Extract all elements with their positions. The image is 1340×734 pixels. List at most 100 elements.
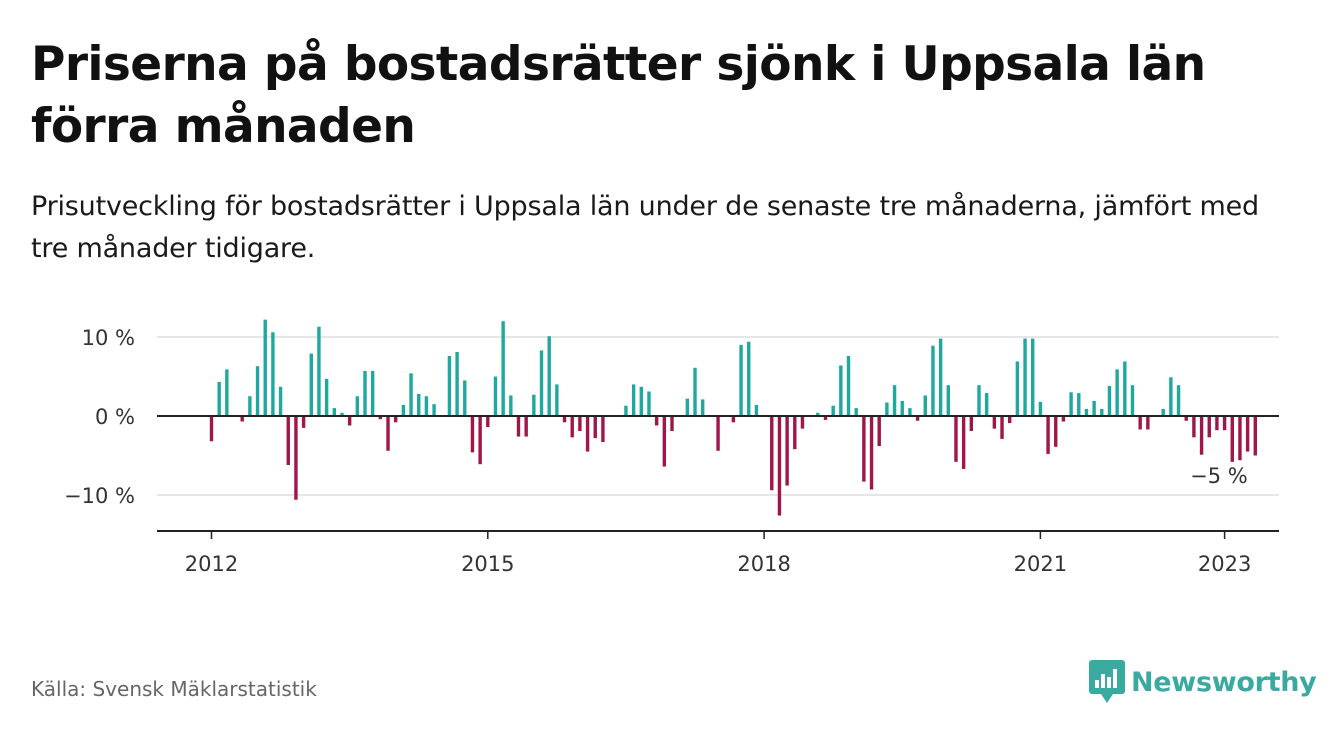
bar <box>539 350 544 416</box>
bar <box>417 393 421 416</box>
bar <box>501 321 505 416</box>
bar <box>585 416 590 452</box>
bar <box>800 416 805 429</box>
bar <box>1115 369 1119 416</box>
bar <box>639 386 643 416</box>
bar <box>839 365 843 416</box>
bar <box>647 391 651 416</box>
bar <box>731 416 736 423</box>
bar <box>1046 416 1050 454</box>
bar <box>908 408 912 416</box>
bar <box>1130 385 1135 416</box>
bar <box>409 373 413 416</box>
bar <box>1207 416 1211 438</box>
bar <box>1100 408 1104 416</box>
bar <box>532 394 536 416</box>
bar <box>777 416 782 516</box>
bar <box>1123 361 1127 416</box>
y-tick-label: 0 % <box>95 405 135 429</box>
bar <box>992 416 997 429</box>
bar <box>877 416 881 447</box>
bar <box>355 396 360 416</box>
bar <box>593 416 597 439</box>
bar <box>347 416 352 426</box>
bar <box>915 416 920 421</box>
bar <box>892 385 897 416</box>
bar <box>578 416 582 432</box>
bar <box>1023 338 1027 416</box>
bar <box>1061 416 1066 422</box>
x-tick-label: 2023 <box>1198 552 1251 576</box>
bar <box>1015 361 1020 416</box>
bar <box>739 344 743 416</box>
x-tick-label: 2015 <box>461 552 514 576</box>
bar <box>854 408 858 416</box>
bar <box>631 384 636 416</box>
bar <box>271 332 275 416</box>
bar <box>378 416 383 420</box>
bars <box>209 319 1257 516</box>
bar <box>332 408 336 416</box>
bar <box>394 416 398 423</box>
y-tick-label: 10 % <box>82 326 135 350</box>
bar <box>670 416 674 432</box>
bar <box>1192 416 1196 438</box>
bar <box>693 367 697 416</box>
bar <box>324 378 329 416</box>
bar <box>455 352 459 416</box>
x-tick-label: 2018 <box>737 552 790 576</box>
bar <box>1253 416 1257 456</box>
bar <box>885 402 889 416</box>
bar <box>363 370 367 416</box>
bar <box>1138 416 1142 430</box>
bar <box>831 405 835 416</box>
bar <box>1038 401 1043 416</box>
bar <box>923 395 927 416</box>
bar <box>900 400 904 416</box>
bar <box>424 396 429 416</box>
x-tick-label: 2012 <box>185 552 238 576</box>
bar <box>1169 377 1173 416</box>
bar <box>846 355 851 416</box>
bar <box>386 416 390 451</box>
bar <box>1054 416 1058 447</box>
bar <box>662 416 667 467</box>
source-note: Källa: Svensk Mäklarstatistik <box>31 677 317 701</box>
bar <box>624 405 628 416</box>
bar <box>1238 416 1242 461</box>
bar <box>1077 393 1081 416</box>
bar <box>555 384 559 416</box>
chart-subtitle: Prisutveckling för bostadsrätter i Uppsa… <box>31 191 1259 264</box>
bar <box>1092 400 1096 416</box>
bar <box>248 396 252 416</box>
bar <box>601 416 605 443</box>
bar <box>432 404 436 416</box>
annotation-label: −5 % <box>1190 464 1248 488</box>
bar <box>1215 416 1219 431</box>
bar <box>470 416 475 453</box>
bar <box>946 385 950 416</box>
bar <box>969 416 974 432</box>
brand-logo: Newsworthy <box>1089 660 1317 704</box>
bar <box>954 416 958 462</box>
bar <box>240 416 244 422</box>
bar <box>209 416 214 442</box>
bar <box>869 416 874 490</box>
bar <box>984 393 989 416</box>
bar <box>309 353 313 416</box>
bar <box>770 416 774 491</box>
bar <box>816 412 820 416</box>
chart-title: Priserna på bostadsrätter sjönk i Uppsal… <box>31 37 1206 154</box>
bar <box>1031 338 1035 416</box>
bar <box>793 416 797 450</box>
bar <box>1222 416 1227 431</box>
bar <box>547 336 551 416</box>
axes <box>157 415 1279 532</box>
bar <box>524 416 528 437</box>
bar <box>701 399 705 416</box>
bar <box>225 369 229 416</box>
bar <box>463 380 467 416</box>
bar <box>754 404 759 416</box>
bar <box>286 416 290 465</box>
bar <box>562 416 567 423</box>
